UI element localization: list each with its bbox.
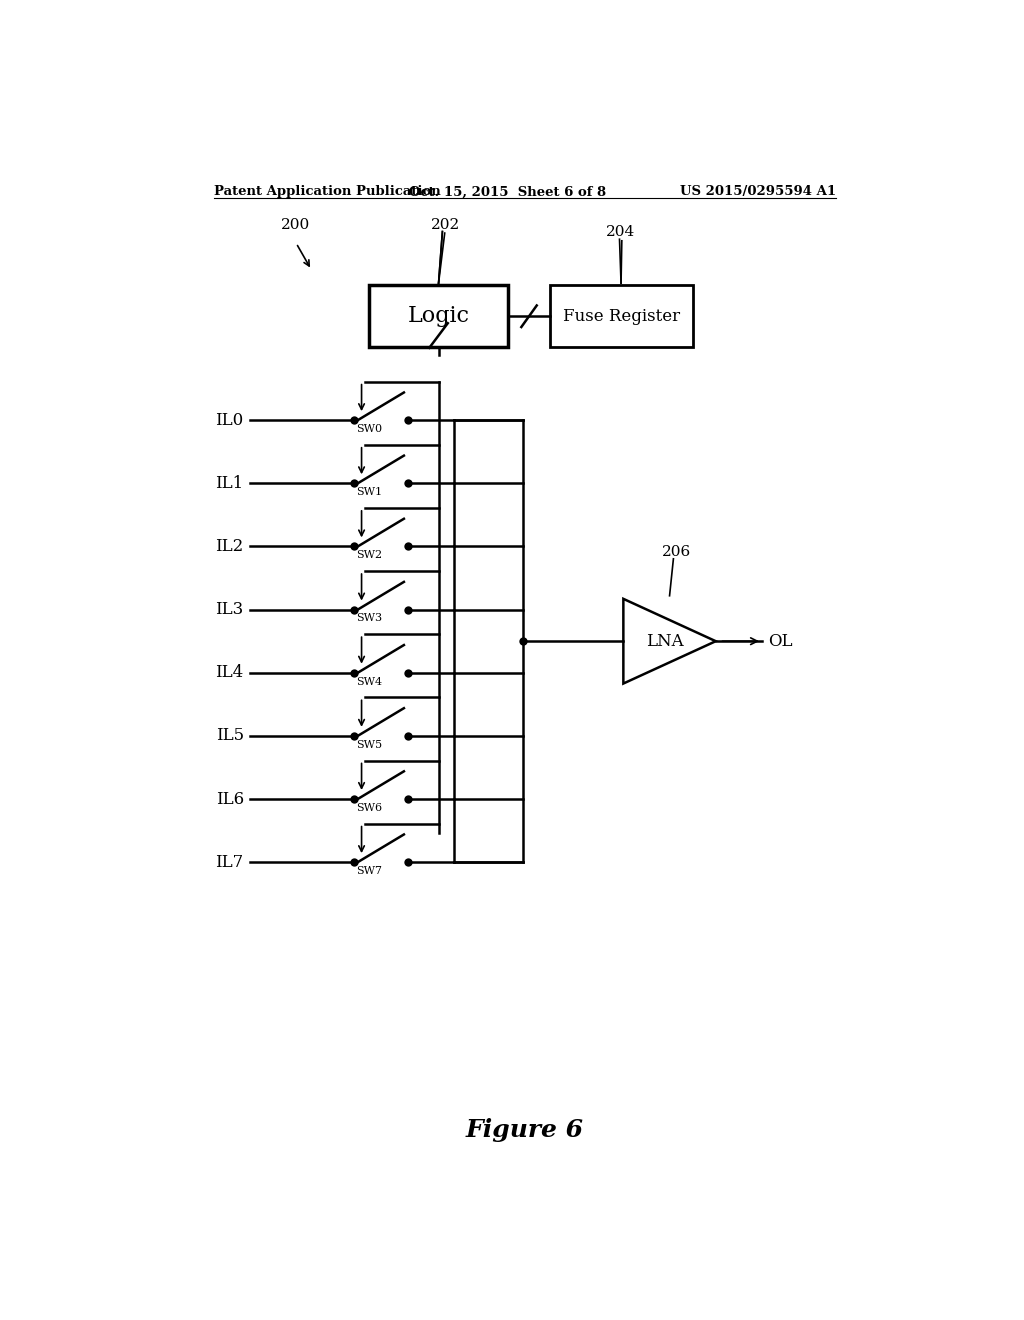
Text: 202: 202 xyxy=(431,218,460,231)
Text: SW5: SW5 xyxy=(356,739,382,750)
Text: SW2: SW2 xyxy=(356,550,382,560)
Text: IL6: IL6 xyxy=(216,791,244,808)
Text: IL7: IL7 xyxy=(215,854,244,871)
Text: SW7: SW7 xyxy=(356,866,382,876)
Text: Figure 6: Figure 6 xyxy=(466,1118,584,1142)
Text: IL1: IL1 xyxy=(215,475,244,492)
Text: US 2015/0295594 A1: US 2015/0295594 A1 xyxy=(680,185,836,198)
Text: Oct. 15, 2015  Sheet 6 of 8: Oct. 15, 2015 Sheet 6 of 8 xyxy=(410,185,606,198)
Bar xyxy=(550,285,692,347)
Text: SW4: SW4 xyxy=(356,677,382,686)
Text: OL: OL xyxy=(768,632,793,649)
Text: Patent Application Publication: Patent Application Publication xyxy=(214,185,440,198)
Text: 204: 204 xyxy=(606,226,636,239)
Text: IL4: IL4 xyxy=(215,664,244,681)
Text: IL0: IL0 xyxy=(215,412,244,429)
Bar xyxy=(370,285,508,347)
Text: IL5: IL5 xyxy=(216,727,244,744)
Text: SW1: SW1 xyxy=(356,487,382,498)
Text: 206: 206 xyxy=(662,545,691,558)
Text: Fuse Register: Fuse Register xyxy=(563,308,680,325)
Text: SW3: SW3 xyxy=(356,614,382,623)
Polygon shape xyxy=(624,599,716,684)
Text: IL3: IL3 xyxy=(215,601,244,618)
Text: IL2: IL2 xyxy=(215,539,244,554)
Text: SW6: SW6 xyxy=(356,803,382,813)
Text: SW0: SW0 xyxy=(356,424,382,434)
Text: 200: 200 xyxy=(281,218,310,231)
Text: LNA: LNA xyxy=(646,632,684,649)
Text: Logic: Logic xyxy=(408,305,470,327)
